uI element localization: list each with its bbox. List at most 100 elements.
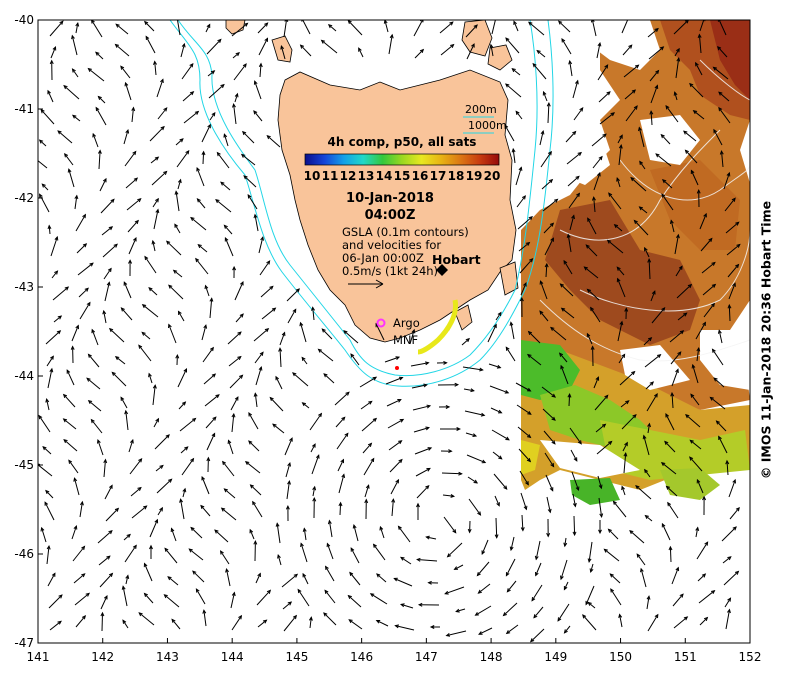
velocity-arrow <box>145 36 156 54</box>
velocity-arrow <box>362 443 372 454</box>
y-tick-label: -42 <box>14 191 34 205</box>
velocity-arrow <box>153 418 159 428</box>
velocity-arrow <box>569 215 575 231</box>
velocity-arrowhead <box>454 382 460 387</box>
velocity-arrow <box>63 439 78 452</box>
velocity-arrowhead <box>141 331 146 336</box>
velocity-arrowhead <box>82 213 86 219</box>
velocity-arrow <box>598 497 603 517</box>
velocity-arrowhead <box>535 571 539 577</box>
velocity-arrow <box>45 330 61 345</box>
velocity-arrowhead <box>257 572 261 578</box>
velocity-arrow <box>148 287 158 296</box>
velocity-arrowhead <box>427 580 432 585</box>
velocity-arrow <box>92 133 99 148</box>
velocity-arrowhead <box>424 361 430 366</box>
velocity-arrowhead <box>711 348 716 353</box>
velocity-arrow <box>224 488 236 499</box>
velocity-arrow <box>560 283 574 297</box>
velocity-arrowhead <box>642 434 647 440</box>
velocity-arrow <box>623 64 639 78</box>
velocity-arrow <box>297 589 310 607</box>
velocity-arrowhead <box>397 399 402 403</box>
velocity-arrow <box>650 291 656 302</box>
velocity-arrow <box>292 372 309 387</box>
velocity-arrowhead <box>539 280 544 285</box>
velocity-arrow <box>166 240 182 256</box>
velocity-arrow <box>644 247 650 258</box>
velocity-arrow <box>661 193 674 211</box>
velocity-arrow <box>466 454 486 464</box>
velocity-arrowhead <box>367 442 373 447</box>
velocity-arrowhead <box>50 355 54 360</box>
velocity-arrow <box>672 593 684 607</box>
velocity-arrowhead <box>511 67 516 73</box>
velocity-arrow <box>180 43 185 58</box>
gsla-contours <box>539 59 750 362</box>
velocity-arrowhead <box>239 313 244 318</box>
velocity-arrow <box>130 487 142 497</box>
velocity-arrowhead <box>710 302 715 308</box>
velocity-arrow <box>413 427 430 433</box>
velocity-arrowhead <box>478 631 483 635</box>
velocity-arrowhead <box>90 418 95 424</box>
velocity-arrowhead <box>504 124 509 129</box>
colorbar-tick-label: 10 <box>304 169 321 183</box>
velocity-arrowhead <box>519 296 524 302</box>
velocity-arrow <box>569 427 582 445</box>
velocity-arrow <box>621 414 637 430</box>
velocity-arrowhead <box>563 259 568 265</box>
velocity-arrowhead <box>618 144 623 149</box>
velocity-arrowhead <box>126 533 131 538</box>
velocity-arrow <box>196 167 205 187</box>
velocity-arrowhead <box>177 310 182 316</box>
velocity-arrowhead <box>224 236 229 242</box>
velocity-arrow <box>99 573 113 588</box>
velocity-arrowhead <box>602 133 607 138</box>
velocity-arrowhead <box>231 591 236 597</box>
velocity-arrowhead <box>496 364 502 369</box>
velocity-arrowhead <box>266 260 271 265</box>
velocity-arrowhead <box>154 518 159 524</box>
velocity-arrow <box>593 172 601 191</box>
velocity-arrowhead <box>629 529 634 535</box>
velocity-arrow <box>63 394 76 408</box>
velocity-arrow <box>644 469 651 478</box>
velocity-arrow <box>221 507 237 521</box>
velocity-arrowhead <box>547 508 552 514</box>
colorbar-tick-label: 15 <box>394 169 411 183</box>
velocity-arrowhead <box>598 529 602 535</box>
colorbar: 4h comp, p50, all sats 10 11 12 13 14 15 16 17 1… <box>304 135 501 183</box>
velocity-arrow <box>287 309 297 324</box>
velocity-arrowhead <box>532 62 537 68</box>
velocity-arrowhead <box>70 345 75 350</box>
velocity-arrowhead <box>470 388 475 393</box>
velocity-arrowhead <box>172 269 178 274</box>
velocity-arrow <box>339 502 342 516</box>
velocity-arrowhead <box>343 330 348 335</box>
velocity-arrow <box>546 496 551 513</box>
velocity-arrowhead <box>597 42 602 47</box>
velocity-arrowhead <box>341 416 346 421</box>
velocity-arrowhead <box>638 206 644 211</box>
velocity-arrow <box>621 486 626 496</box>
velocity-arrowhead <box>45 489 50 495</box>
velocity-arrow <box>224 225 233 235</box>
credit-text: © IMOS 11-Jan-2018 20:36 Hobart Time <box>758 200 774 480</box>
velocity-arrowhead <box>138 612 143 617</box>
velocity-arrowhead <box>144 255 149 261</box>
velocity-arrowhead <box>561 38 566 43</box>
velocity-arrowhead <box>344 432 349 437</box>
land <box>225 20 519 343</box>
velocity-arrow <box>527 354 542 366</box>
velocity-arrowhead <box>654 613 659 619</box>
velocity-arrow <box>266 135 281 148</box>
velocity-arrowhead <box>423 383 428 388</box>
velocity-arrow <box>647 423 650 434</box>
velocity-arrowhead <box>572 502 577 508</box>
velocity-arrowhead <box>717 45 722 51</box>
velocity-arrowhead <box>679 593 684 598</box>
velocity-arrowhead <box>160 125 165 131</box>
velocity-arrowhead <box>232 265 237 271</box>
velocity-arrow <box>510 322 515 340</box>
